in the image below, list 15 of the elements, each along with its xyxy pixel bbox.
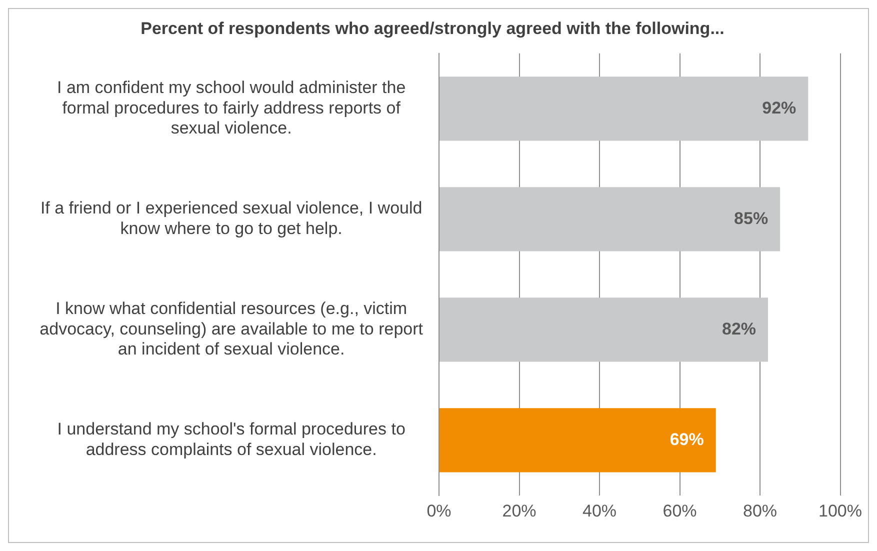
chart-title: Percent of respondents who agreed/strongly agreed with the following...: [140, 18, 724, 38]
x-tick-label: 20%: [502, 501, 536, 520]
x-tick-label: 100%: [818, 501, 862, 520]
data-label: 69%: [670, 430, 704, 449]
y-tick-label: If a friend or I experienced sexual violence, I would know where to go to get help.: [40, 198, 422, 238]
x-tick-label: 80%: [742, 501, 778, 520]
x-tick-label: 60%: [662, 501, 697, 520]
data-label: 92%: [762, 98, 796, 118]
y-tick-label: I understand my school's formal procedures to address complaints of sexual violence.: [57, 420, 406, 460]
x-tick-label: 40%: [582, 501, 617, 520]
y-tick-label: I know what confidential resources (e.g., victim advocacy, counseling) are available to me to report an incident of sexual violence.: [40, 298, 424, 359]
data-label: 82%: [722, 319, 756, 338]
y-tick-label: I am confident my school would administer the formal procedures to fairly address reports of sexual violence.: [56, 78, 406, 138]
x-tick-label: 0%: [426, 501, 452, 520]
data-label: 85%: [734, 208, 768, 228]
